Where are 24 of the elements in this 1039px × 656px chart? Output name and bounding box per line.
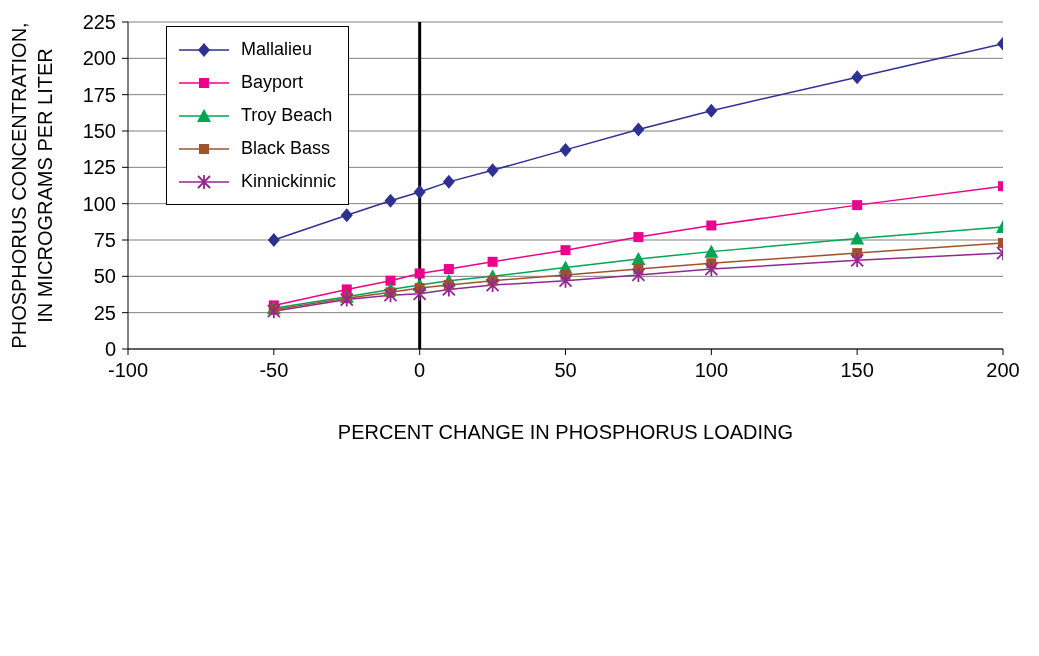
x-tick-label: 150: [840, 359, 874, 382]
y-tick-label: 100: [82, 192, 116, 215]
x-tick-label: 50: [554, 359, 577, 382]
x-tick-label: -50: [259, 359, 289, 382]
y-tick-label: 200: [82, 47, 116, 70]
legend-label: Kinnickinnic: [241, 171, 337, 192]
legend-label: Troy Beach: [241, 105, 333, 126]
y-tick-label: 125: [82, 156, 116, 179]
legend-label: Black Bass: [241, 138, 331, 159]
y-tick-label: 50: [93, 265, 116, 288]
x-tick-label: 0: [414, 359, 426, 382]
y-tick-label: 150: [82, 120, 116, 143]
legend-label: Mallalieu: [241, 39, 313, 60]
x-tick-label: -100: [107, 359, 149, 382]
x-tick-label: 200: [986, 359, 1020, 382]
y-tick-label: 175: [82, 83, 116, 106]
x-tick-label: 100: [694, 359, 729, 382]
y-tick-label: 225: [82, 11, 116, 34]
x-axis-title: PERCENT CHANGE IN PHOSPHORUS LOADING: [337, 421, 794, 443]
y-tick-label: 25: [93, 301, 116, 324]
y-tick-label: 0: [104, 338, 116, 361]
legend-label: Bayport: [241, 72, 304, 93]
y-tick-label: 75: [93, 229, 116, 252]
y-axis-title: PHOSPHORUS CONCENTRATION, IN MICROGRAMS PER LITER: [8, 22, 56, 349]
